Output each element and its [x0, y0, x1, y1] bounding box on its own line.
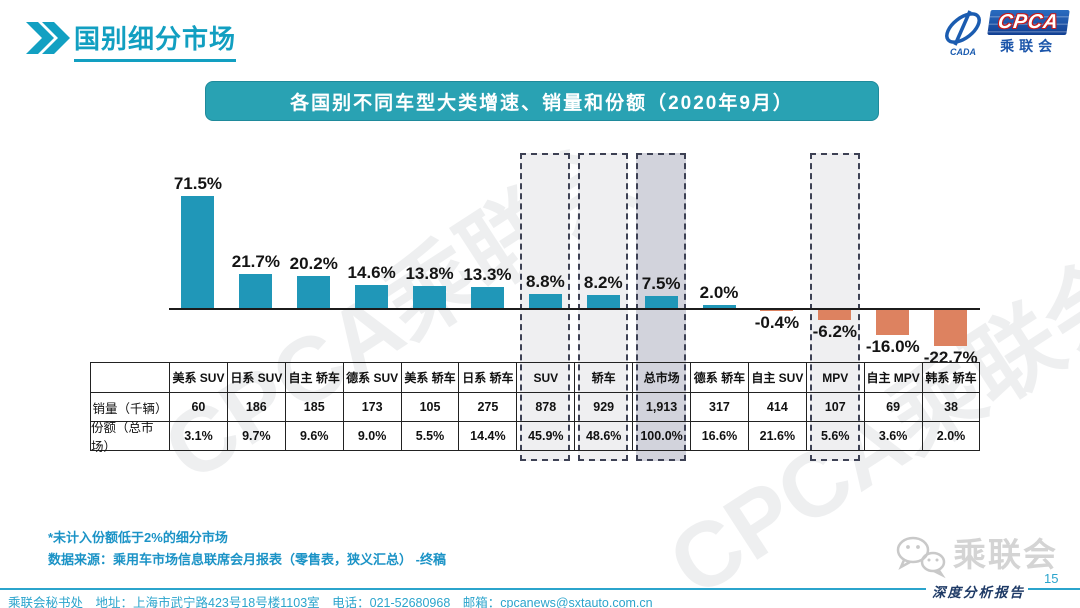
table-header-cell: 德系 轿车 — [691, 363, 749, 393]
table-header-cell: 韩系 轿车 — [922, 363, 981, 393]
bar — [644, 296, 678, 308]
bar-value-label: 20.2% — [289, 254, 338, 274]
table-header-cell: 德系 SUV — [343, 363, 402, 393]
page-number: 15 — [1044, 571, 1059, 586]
table-header-cell: 美系 轿车 — [401, 363, 460, 393]
sales-cell: 173 — [343, 393, 402, 422]
bar — [181, 196, 215, 308]
bar-value-label: 2.0% — [699, 282, 739, 302]
sales-cell: 929 — [575, 393, 634, 422]
sales-cell: 317 — [691, 393, 749, 422]
bar — [528, 294, 562, 308]
bar-value-label: 71.5% — [173, 174, 223, 194]
bar-value-label: -22.7% — [923, 347, 978, 367]
share-cell: 9.6% — [285, 422, 344, 451]
sales-cell: 60 — [170, 393, 228, 422]
sales-cell: 275 — [459, 393, 518, 422]
sales-cell: 1,913 — [633, 393, 692, 422]
table-header-cell: 自主 SUV — [748, 363, 807, 393]
brand-name: 乘联会 — [953, 536, 1058, 573]
bar — [934, 310, 968, 346]
footer-divider — [1014, 588, 1080, 590]
table-header-cell: 自主 轿车 — [285, 363, 344, 393]
bar-value-label: 7.5% — [641, 274, 681, 294]
cpca-emblem-icon: CADA — [945, 10, 982, 57]
share-cell: 3.1% — [170, 422, 228, 451]
table-header-cell: 美系 SUV — [170, 363, 228, 393]
share-cell: 45.9% — [517, 422, 576, 451]
bar — [760, 310, 794, 311]
brand-block: 乘联会 — [891, 534, 1058, 580]
sales-cell: 185 — [285, 393, 344, 422]
footnote-exclusion: *未计入份额低于2%的细分市场 — [48, 530, 228, 545]
bar-value-label: 8.2% — [583, 273, 623, 293]
bar — [818, 310, 852, 320]
row-label-sales: 销量（千辆） — [91, 393, 170, 422]
table-header-cell: SUV — [517, 363, 576, 393]
wechat-icon — [896, 536, 946, 579]
bar — [876, 310, 910, 336]
chart-title-banner: 各国别不同车型大类增速、销量和份额（2020年9月） — [205, 81, 879, 121]
sales-cell: 878 — [517, 393, 576, 422]
table-header-cell: 日系 SUV — [227, 363, 286, 393]
sales-cell: 38 — [922, 393, 981, 422]
bar-value-label: 14.6% — [347, 263, 396, 283]
table-header-cell: 总市场 — [633, 363, 692, 393]
share-cell: 21.6% — [748, 422, 807, 451]
row-label-share: 份额（总市场） — [91, 421, 170, 454]
footer-divider — [0, 588, 926, 590]
bar — [297, 276, 331, 308]
share-cell: 9.0% — [343, 422, 402, 451]
bar — [355, 285, 389, 308]
table-header-cell: 自主 MPV — [864, 363, 923, 393]
cpca-logo: CADA CPCA 乘联会 — [940, 8, 1070, 58]
share-cell: 48.6% — [575, 422, 634, 451]
sales-cell: 107 — [806, 393, 865, 422]
bar-value-label: -16.0% — [865, 337, 920, 357]
sales-cell: 414 — [748, 393, 807, 422]
footnote-source: 数据来源：乘用车市场信息联席会月报表（零售表，狭义汇总） -终稿 — [48, 552, 446, 567]
page-title: 国别细分市场 — [74, 19, 237, 62]
bar-value-label: 13.3% — [463, 265, 512, 285]
double-chevron-icon — [26, 22, 70, 54]
bar — [413, 286, 447, 308]
report-series-label: 深度分析报告 — [929, 581, 1028, 601]
x-axis-line — [169, 308, 980, 310]
bar-value-label: 8.8% — [525, 272, 565, 292]
share-cell: 16.6% — [691, 422, 749, 451]
bar-value-label: 13.8% — [405, 264, 454, 284]
share-cell: 100.0% — [633, 422, 692, 451]
bar-value-label: -0.4% — [754, 313, 800, 332]
highlight-box — [578, 153, 629, 461]
share-cell: 2.0% — [922, 422, 981, 451]
cpca-wordmark: CPCA — [987, 10, 1070, 35]
share-cell: 9.7% — [227, 422, 286, 451]
chart-title: 各国别不同车型大类增速、销量和份额（2020年9月） — [290, 92, 794, 114]
table-header-cell: 轿车 — [575, 363, 634, 393]
sales-cell: 186 — [227, 393, 286, 422]
share-cell: 14.4% — [459, 422, 518, 451]
emblem-sub-label: CADA — [950, 47, 976, 57]
table-header-cell: 日系 轿车 — [459, 363, 518, 393]
table-corner-cell — [91, 363, 170, 393]
bar — [239, 274, 273, 308]
sales-cell: 105 — [401, 393, 460, 422]
bar — [702, 304, 736, 308]
table-header-cell: MPV — [806, 363, 865, 393]
bar — [586, 295, 620, 308]
highlight-box — [809, 153, 860, 461]
bar-value-label: -6.2% — [812, 321, 858, 341]
bar — [470, 287, 504, 308]
footer-contact: 乘联会秘书处 地址：上海市武宁路423号18号楼1103室 电话：021-526… — [8, 596, 653, 608]
logo-chinese-name: 乘联会 — [1000, 38, 1058, 54]
sales-cell: 69 — [864, 393, 923, 422]
bar-value-label: 21.7% — [231, 252, 280, 272]
share-cell: 3.6% — [864, 422, 923, 451]
data-table: 美系 SUV 日系 SUV 自主 轿车 德系 SUV 美系 轿车 日系 轿车 SUV 轿车 总市… — [90, 362, 981, 454]
share-cell: 5.5% — [401, 422, 460, 451]
share-cell: 5.6% — [806, 422, 865, 451]
